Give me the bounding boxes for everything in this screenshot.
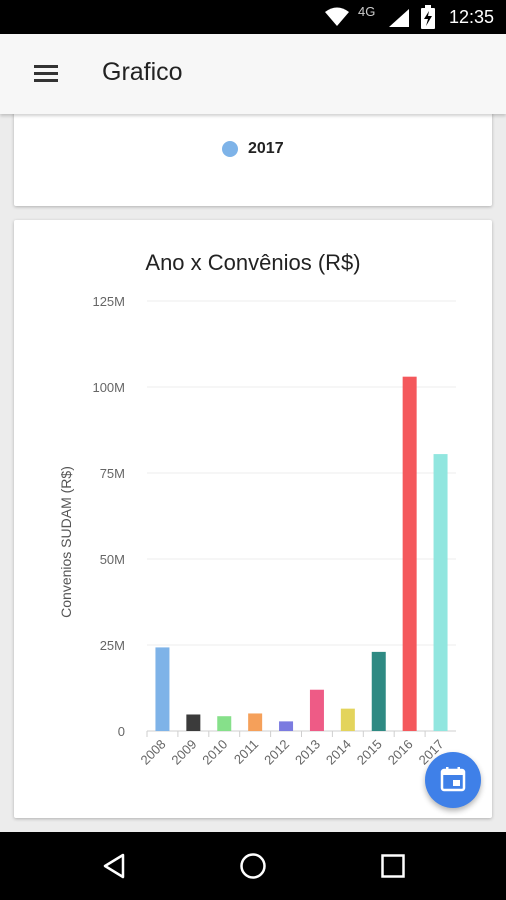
bar-2014[interactable] [340, 708, 355, 731]
x-tick-label: 2011 [231, 737, 261, 767]
recents-button[interactable] [363, 842, 423, 890]
wifi-icon [325, 7, 349, 26]
bar-2010[interactable] [217, 716, 232, 731]
legend-item[interactable]: 2017 [222, 140, 284, 158]
calendar-icon [440, 767, 466, 792]
y-tick-label: 100M [92, 380, 125, 395]
status-bar: 4G 12:35 [0, 0, 506, 34]
x-tick-label: 2015 [354, 737, 385, 768]
chart-title: Ano x Convênios (R$) [145, 250, 361, 275]
bar-2016[interactable] [402, 376, 417, 731]
legend-swatch [222, 141, 238, 157]
x-tick-label: 2014 [323, 737, 354, 768]
y-tick-label: 75M [100, 466, 125, 481]
chart-bars [155, 376, 448, 731]
bar-2013[interactable] [309, 689, 324, 731]
back-button[interactable] [84, 842, 144, 890]
home-button[interactable] [223, 842, 283, 890]
bar-2009[interactable] [186, 714, 201, 731]
x-tick-labels: 2008 2009 2010 2011 2012 2013 2014 2015 2016 2017 [138, 731, 447, 768]
recents-icon [381, 854, 405, 878]
calendar-fab-button[interactable] [425, 752, 481, 808]
chart-card: Ano x Convênios (R$) 0 25M 50M 75M 100M 125M … [14, 220, 492, 818]
battery-charging-icon [421, 5, 435, 29]
y-tick-label: 25M [100, 638, 125, 653]
bar-2017[interactable] [433, 454, 448, 731]
x-tick-label: 2012 [261, 737, 292, 768]
x-tick-label: 2009 [168, 737, 199, 768]
x-tick-label: 2016 [385, 737, 416, 768]
y-tick-labels: 0 25M 50M 75M 100M 125M [92, 294, 125, 739]
legend-label: 2017 [248, 140, 284, 157]
y-tick-label: 0 [118, 724, 125, 739]
bar-2015[interactable] [371, 651, 386, 731]
y-tick-label: 50M [100, 552, 125, 567]
home-icon [240, 853, 266, 879]
page-title: Grafico [102, 58, 183, 86]
back-icon [103, 853, 125, 879]
system-nav-bar [0, 832, 506, 900]
y-axis-label: Convenios SUDAM (R$) [58, 466, 74, 618]
y-tick-label: 125M [92, 294, 125, 309]
app-bar: Grafico [0, 34, 506, 114]
network-type: 4G [358, 4, 376, 19]
x-tick-label: 2008 [138, 737, 169, 768]
x-tick-label: 2013 [292, 737, 323, 768]
x-tick-label: 2010 [199, 737, 230, 768]
bar-2012[interactable] [279, 721, 294, 731]
hamburger-menu-icon[interactable] [22, 56, 70, 92]
clock: 12:35 [448, 7, 494, 27]
signal-icon [389, 9, 409, 27]
bar-2008[interactable] [155, 647, 170, 731]
bar-2011[interactable] [248, 713, 263, 731]
